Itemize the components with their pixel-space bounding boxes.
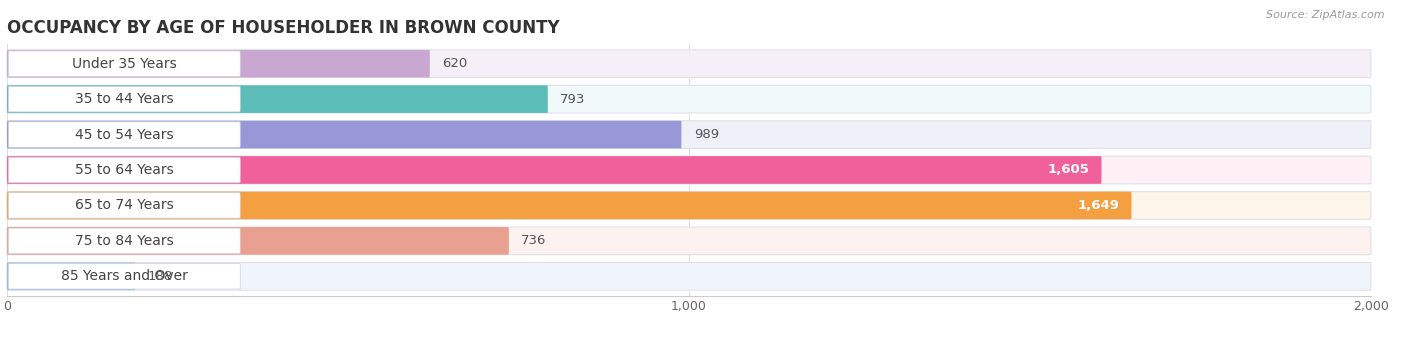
Text: 55 to 64 Years: 55 to 64 Years xyxy=(75,163,174,177)
Text: 35 to 44 Years: 35 to 44 Years xyxy=(75,92,173,106)
Text: 45 to 54 Years: 45 to 54 Years xyxy=(75,128,173,141)
Text: 1,605: 1,605 xyxy=(1047,164,1090,176)
FancyBboxPatch shape xyxy=(7,262,135,290)
FancyBboxPatch shape xyxy=(7,192,1371,219)
FancyBboxPatch shape xyxy=(8,228,240,254)
FancyBboxPatch shape xyxy=(7,50,430,78)
FancyBboxPatch shape xyxy=(7,262,1371,290)
Text: 85 Years and Over: 85 Years and Over xyxy=(60,269,188,283)
FancyBboxPatch shape xyxy=(8,264,240,289)
FancyBboxPatch shape xyxy=(7,192,1132,219)
Text: 188: 188 xyxy=(148,270,173,283)
Text: 620: 620 xyxy=(441,57,467,70)
Text: 793: 793 xyxy=(560,92,585,106)
Text: OCCUPANCY BY AGE OF HOUSEHOLDER IN BROWN COUNTY: OCCUPANCY BY AGE OF HOUSEHOLDER IN BROWN… xyxy=(7,19,560,37)
FancyBboxPatch shape xyxy=(7,227,509,255)
FancyBboxPatch shape xyxy=(8,157,240,183)
FancyBboxPatch shape xyxy=(7,156,1371,184)
FancyBboxPatch shape xyxy=(8,193,240,218)
FancyBboxPatch shape xyxy=(7,121,1371,148)
FancyBboxPatch shape xyxy=(8,122,240,147)
Text: 75 to 84 Years: 75 to 84 Years xyxy=(75,234,174,248)
FancyBboxPatch shape xyxy=(7,85,1371,113)
FancyBboxPatch shape xyxy=(7,121,682,148)
FancyBboxPatch shape xyxy=(8,86,240,112)
Text: Under 35 Years: Under 35 Years xyxy=(72,57,177,71)
FancyBboxPatch shape xyxy=(8,51,240,76)
FancyBboxPatch shape xyxy=(7,156,1101,184)
FancyBboxPatch shape xyxy=(7,227,1371,255)
Text: 989: 989 xyxy=(693,128,718,141)
Text: Source: ZipAtlas.com: Source: ZipAtlas.com xyxy=(1267,10,1385,20)
Text: 1,649: 1,649 xyxy=(1077,199,1119,212)
Text: 65 to 74 Years: 65 to 74 Years xyxy=(75,199,174,212)
Text: 736: 736 xyxy=(522,234,547,248)
FancyBboxPatch shape xyxy=(7,50,1371,78)
FancyBboxPatch shape xyxy=(7,85,548,113)
